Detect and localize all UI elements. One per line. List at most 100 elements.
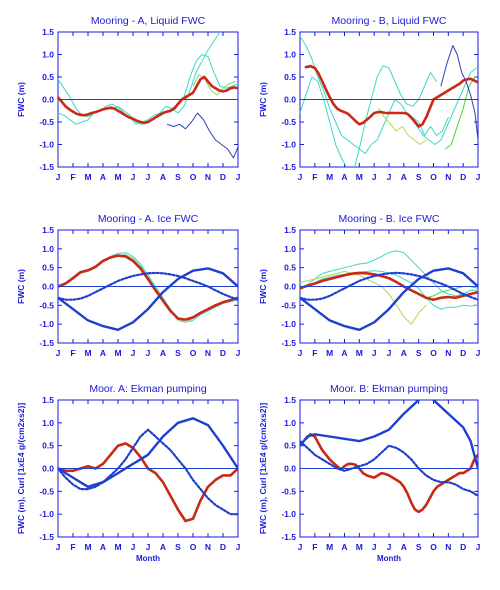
- series-group: [58, 252, 238, 331]
- x-axis-label: Month: [377, 554, 401, 563]
- y-tick-label: 1.5: [42, 225, 54, 235]
- x-tick-label: J: [131, 172, 136, 182]
- x-tick-label: A: [401, 172, 407, 182]
- y-tick-label: -1.5: [39, 532, 54, 542]
- chart-panel-2: Mooring - B, Liquid FWC FWC (m) -1.5 -1.0 -0…: [258, 15, 481, 182]
- y-tick-label: 0.0: [284, 95, 296, 105]
- x-tick-label: J: [56, 172, 61, 182]
- series-line-1: [300, 36, 449, 154]
- x-tick-label: J: [236, 172, 241, 182]
- y-tick-label: 0.5: [42, 441, 54, 451]
- series-line-4: [167, 112, 238, 159]
- y-tick-label: -1.0: [39, 140, 54, 150]
- panel-title: Mooring - B. Ice FWC: [339, 213, 440, 225]
- chart-panel-5: Moor. A: Ekman pumping FWC (m), Curl [1xE…: [16, 383, 241, 563]
- y-axis-label: FWC (m): [258, 269, 268, 304]
- x-tick-label: J: [476, 542, 481, 552]
- series-group: [58, 417, 238, 523]
- x-tick-label: J: [298, 542, 303, 552]
- series-line-2: [300, 65, 437, 167]
- x-axis-label: Month: [136, 554, 160, 563]
- x-tick-label: J: [372, 542, 377, 552]
- x-tick-label: M: [84, 172, 91, 182]
- y-tick-label: -1.5: [281, 532, 296, 542]
- y-axis-label: FWC (m), Curl [1xE4 g/(cm2xs2)]: [258, 403, 268, 534]
- x-tick-label: N: [445, 172, 451, 182]
- x-tick-label: O: [190, 542, 197, 552]
- x-tick-label: N: [205, 348, 211, 358]
- x-tick-label: M: [326, 348, 333, 358]
- x-tick-label: F: [70, 172, 75, 182]
- y-tick-label: -1.0: [39, 509, 54, 519]
- y-axis-label: FWC (m): [16, 269, 26, 304]
- series-line-7: [304, 64, 478, 128]
- y-tick-label: 0.5: [42, 263, 54, 273]
- y-tick-label: -1.0: [281, 509, 296, 519]
- y-tick-label: 0.5: [284, 441, 296, 451]
- x-tick-label: D: [220, 348, 226, 358]
- y-tick-label: 1.0: [42, 244, 54, 254]
- series-line-3: [300, 270, 427, 325]
- series-line-6: [440, 45, 478, 141]
- series-group: [58, 32, 238, 159]
- x-tick-label: J: [387, 172, 392, 182]
- x-tick-label: F: [70, 542, 75, 552]
- x-tick-label: A: [341, 348, 347, 358]
- y-tick-label: 0.0: [42, 95, 54, 105]
- x-tick-label: M: [356, 542, 363, 552]
- x-tick-label: J: [56, 542, 61, 552]
- x-tick-label: D: [220, 172, 226, 182]
- series-line-6: [300, 267, 478, 331]
- panel-title: Moor. B: Ekman pumping: [330, 383, 448, 395]
- x-tick-label: S: [416, 348, 422, 358]
- x-tick-label: S: [175, 542, 181, 552]
- x-tick-label: M: [356, 172, 363, 182]
- series-line-2: [58, 54, 238, 125]
- series-group: [300, 36, 478, 167]
- series-line-5: [58, 75, 238, 125]
- x-tick-label: N: [205, 542, 211, 552]
- y-tick-label: 1.5: [284, 27, 296, 37]
- y-tick-label: -1.0: [39, 319, 54, 329]
- x-tick-label: F: [70, 348, 75, 358]
- series-group: [300, 250, 478, 331]
- x-tick-label: N: [445, 348, 451, 358]
- x-tick-label: A: [160, 172, 166, 182]
- x-tick-label: A: [341, 542, 347, 552]
- x-tick-label: O: [430, 542, 437, 552]
- x-tick-label: A: [401, 542, 407, 552]
- y-tick-label: -0.5: [39, 300, 54, 310]
- y-tick-label: -0.5: [281, 117, 296, 127]
- x-tick-label: J: [476, 348, 481, 358]
- x-tick-label: J: [236, 542, 241, 552]
- x-tick-label: O: [430, 172, 437, 182]
- x-tick-label: J: [56, 348, 61, 358]
- y-tick-label: 0.0: [42, 464, 54, 474]
- x-tick-label: J: [387, 348, 392, 358]
- y-tick-label: -0.5: [39, 486, 54, 496]
- chart-panel-4: Mooring - B. Ice FWC FWC (m) -1.5 -1.0 -0.5 0…: [258, 213, 481, 358]
- panel-title: Mooring - B, Liquid FWC: [332, 15, 447, 27]
- x-tick-label: A: [160, 542, 166, 552]
- y-tick-label: -0.5: [281, 300, 296, 310]
- x-tick-label: D: [460, 348, 466, 358]
- x-tick-label: J: [146, 172, 151, 182]
- x-tick-label: J: [131, 348, 136, 358]
- x-tick-label: M: [114, 542, 121, 552]
- series-line-3: [58, 428, 238, 516]
- x-tick-label: A: [160, 348, 166, 358]
- x-tick-label: O: [190, 348, 197, 358]
- y-tick-label: 1.0: [284, 50, 296, 60]
- x-tick-label: J: [146, 348, 151, 358]
- series-line-2: [58, 417, 238, 488]
- x-tick-label: D: [220, 542, 226, 552]
- x-tick-label: J: [146, 542, 151, 552]
- x-tick-label: M: [84, 542, 91, 552]
- x-tick-label: S: [175, 348, 181, 358]
- y-tick-label: -0.5: [39, 117, 54, 127]
- y-tick-label: 0.0: [42, 282, 54, 292]
- y-tick-label: -1.5: [281, 162, 296, 172]
- series-line-5: [300, 271, 478, 302]
- series-line-4: [58, 267, 238, 331]
